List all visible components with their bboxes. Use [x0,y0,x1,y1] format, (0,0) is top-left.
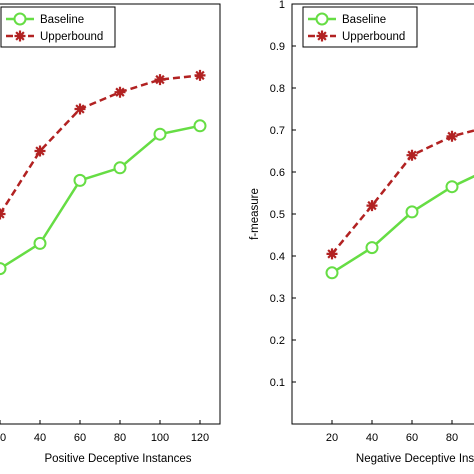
left-legend-label-upperbound: Upperbound [40,31,103,43]
right-x-tick-label: 20 [326,432,338,444]
right-series-line-upperbound [331,129,474,255]
left-point-baseline [0,262,7,276]
left-point-upperbound [114,86,126,98]
right-y-axis-label: f-measure [249,188,261,240]
left-point-upperbound [74,103,86,115]
right-plot-area [291,3,474,425]
left-x-tick-label: 120 [191,432,209,444]
right-legend-label-upperbound: Upperbound [342,31,405,43]
left-point-upperbound [194,69,206,81]
left-point-baseline [113,161,127,175]
left-series-line-upperbound [0,74,201,215]
right-point-upperbound [366,200,378,212]
left-point-baseline [73,173,87,187]
right-y-tick-label: 0.1 [270,377,285,389]
right-chart: 20406080100 0.10.20.30.40.50.60.70.80.91… [249,0,474,465]
left-x-tick-label: 80 [114,432,126,444]
right-x-axis-label: Negative Deceptive Instances [356,453,474,465]
right-x-ticks: 20406080100 [326,420,458,444]
right-point-baseline [445,180,459,194]
right-y-tick-label: 1 [279,0,285,11]
right-point-upperbound [326,248,338,260]
right-y-tick-label: 0.7 [270,125,285,137]
right-point-baseline [365,241,379,255]
left-point-baseline [193,119,207,133]
left-x-ticks: 20 40 60 80 100 120 [0,420,209,444]
left-point-upperbound [154,74,166,86]
right-x-tick-label: 80 [446,432,458,444]
left-x-tick-label: 100 [151,432,169,444]
left-legend-marker-baseline [13,12,27,26]
right-x-tick-label: 40 [366,432,378,444]
right-y-tick-label: 0.4 [270,251,285,263]
left-legend-marker-upperbound [14,30,26,42]
right-y-tick-label: 0.9 [270,41,285,53]
left-point-upperbound [34,145,46,157]
right-y-tick-label: 0.6 [270,167,285,179]
left-marks [0,69,207,276]
right-legend-marker-baseline [315,12,329,26]
right-x-tick-label: 60 [406,432,418,444]
left-chart: 20 40 60 80 100 120 Positive Deceptive Instan… [0,3,221,465]
right-marks [325,129,474,280]
left-x-tick-label: 40 [34,432,46,444]
right-y-ticks: 0.1 0.2 0.3 0.4 0.5 0.6 0.7 0.8 0.9 1 [270,0,296,389]
right-y-tick-label: 0.2 [270,335,285,347]
left-legend: Baseline Upperbound [0,6,116,48]
left-series-line-baseline [0,124,201,270]
right-series-line-baseline [331,174,474,274]
right-y-tick-label: 0.3 [270,293,285,305]
right-point-upperbound [446,130,458,142]
right-point-baseline [405,205,419,219]
left-x-tick-label: 60 [74,432,86,444]
right-y-tick-label: 0.8 [270,83,285,95]
right-y-tick-label: 0.5 [270,209,285,221]
right-point-baseline [325,266,339,280]
right-legend-label-baseline: Baseline [342,14,386,26]
left-x-axis-label: Positive Deceptive Instances [44,453,191,465]
right-legend: Baseline Upperbound [302,6,418,48]
left-point-baseline [33,236,47,250]
left-legend-label-baseline: Baseline [40,14,84,26]
right-point-upperbound [406,149,418,161]
right-legend-marker-upperbound [316,30,328,42]
left-x-tick-label: 20 [0,432,6,444]
left-plot-area [0,3,221,425]
left-point-baseline [153,127,167,141]
